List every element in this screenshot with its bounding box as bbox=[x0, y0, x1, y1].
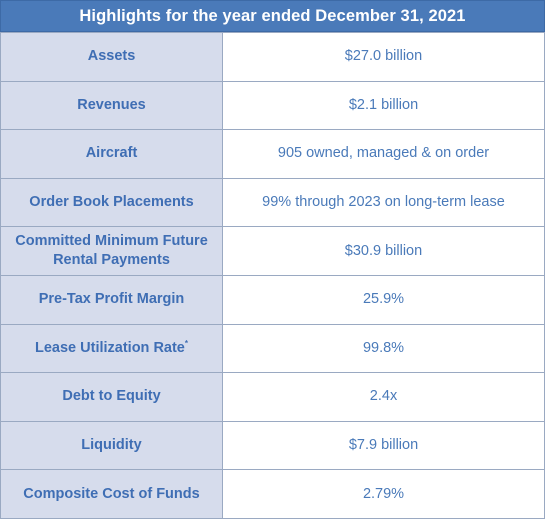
row-value: 25.9% bbox=[222, 274, 545, 325]
row-label: Committed Minimum Future Rental Payments bbox=[0, 226, 223, 276]
row-value: 2.79% bbox=[222, 469, 545, 519]
row-label: Debt to Equity bbox=[0, 372, 223, 422]
footnote-marker: * bbox=[184, 339, 188, 349]
row-label-container: Lease Utilization Rate* bbox=[0, 323, 223, 374]
table-row-liquidity: Liquidity $7.9 billion bbox=[0, 420, 545, 471]
table-row-profit-margin: Pre-Tax Profit Margin 25.9% bbox=[0, 274, 545, 325]
table-row-cost-of-funds: Composite Cost of Funds 2.79% bbox=[0, 469, 545, 519]
row-value: 99.8% bbox=[222, 323, 545, 374]
table-row-utilization: Lease Utilization Rate* 99.8% bbox=[0, 323, 545, 374]
row-value: $2.1 billion bbox=[222, 80, 545, 131]
table-row-assets: Assets $27.0 billion bbox=[0, 32, 545, 82]
row-value: 905 owned, managed & on order bbox=[222, 129, 545, 179]
table-row-rental-payments: Committed Minimum Future Rental Payments… bbox=[0, 226, 545, 276]
row-label: Assets bbox=[0, 32, 223, 82]
table-row-revenues: Revenues $2.1 billion bbox=[0, 80, 545, 131]
highlights-rows: Assets $27.0 billion Revenues $2.1 billi… bbox=[0, 32, 545, 519]
row-value: $27.0 billion bbox=[222, 32, 545, 82]
row-label: Order Book Placements bbox=[0, 177, 223, 228]
table-row-aircraft: Aircraft 905 owned, managed & on order bbox=[0, 129, 545, 179]
row-value: 99% through 2023 on long-term lease bbox=[222, 177, 545, 228]
row-label: Composite Cost of Funds bbox=[0, 469, 223, 519]
row-value: 2.4x bbox=[222, 372, 545, 422]
row-label: Lease Utilization Rate bbox=[35, 339, 185, 356]
row-value: $7.9 billion bbox=[222, 420, 545, 471]
row-label: Revenues bbox=[0, 80, 223, 131]
row-value: $30.9 billion bbox=[222, 226, 545, 276]
row-label: Liquidity bbox=[0, 420, 223, 471]
row-label: Aircraft bbox=[0, 129, 223, 179]
table-title: Highlights for the year ended December 3… bbox=[0, 0, 545, 32]
table-row-order-book: Order Book Placements 99% through 2023 o… bbox=[0, 177, 545, 228]
table-row-debt-equity: Debt to Equity 2.4x bbox=[0, 372, 545, 422]
row-label: Pre-Tax Profit Margin bbox=[0, 274, 223, 325]
